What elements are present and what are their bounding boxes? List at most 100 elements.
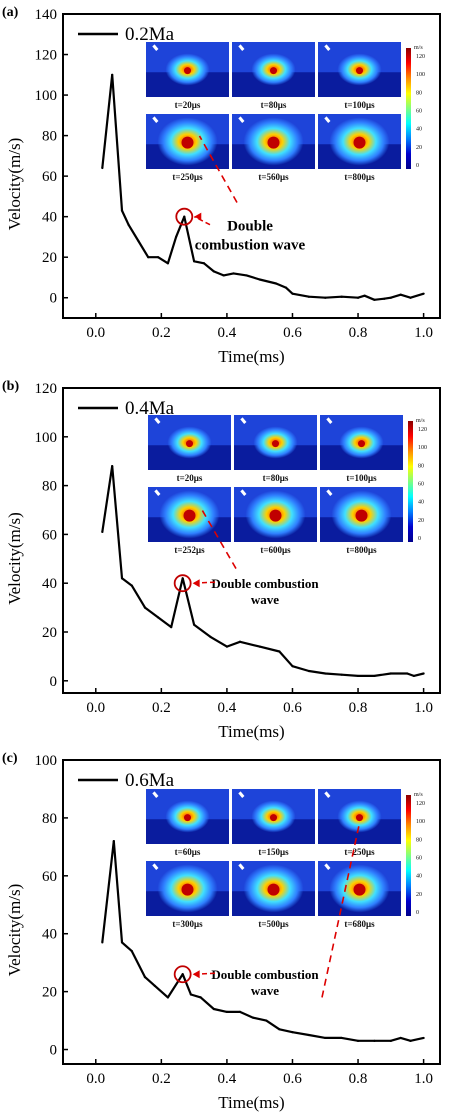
data-point [181, 973, 184, 976]
marker-icon [326, 417, 333, 424]
data-point [307, 295, 310, 298]
y-tick-label: 20 [42, 625, 57, 641]
data-point [389, 1039, 392, 1042]
data-point [212, 270, 215, 273]
data-point [183, 215, 186, 218]
x-tick-label: 1.0 [414, 325, 433, 341]
data-point [363, 294, 366, 297]
time-label: t=20μs [177, 473, 203, 483]
data-point [153, 984, 156, 987]
colorbar-unit: m/s [416, 418, 425, 424]
x-axis-label: Time(ms) [218, 1093, 284, 1112]
data-point [258, 645, 261, 648]
data-point [406, 672, 409, 675]
data-point [399, 293, 402, 296]
data-point [232, 272, 235, 275]
time-label: t=250μs [344, 847, 375, 857]
colorbar-tick-label: 120 [416, 801, 425, 807]
data-point [307, 1033, 310, 1037]
flame-core [184, 67, 191, 75]
colorbar-tick-label: 60 [416, 856, 422, 862]
plot-frame [62, 759, 441, 1065]
marker-icon [154, 489, 161, 496]
annotation-arrowhead [192, 970, 200, 979]
data-point [101, 941, 104, 944]
data-point [120, 577, 124, 580]
data-point [399, 1036, 402, 1040]
data-point [193, 260, 196, 263]
data-point [189, 993, 192, 996]
colorbar-tick-label: 60 [418, 482, 424, 488]
data-point [127, 223, 130, 226]
data-point [307, 669, 310, 673]
flame-core [272, 440, 279, 448]
marker-icon [152, 791, 159, 798]
colorbar [406, 795, 411, 916]
marker-icon [238, 116, 245, 123]
peak-marker-circle [173, 965, 192, 984]
data-point [166, 262, 170, 265]
colorbar-tick-label: 20 [416, 145, 422, 151]
colorbar-tick-label: 40 [416, 874, 422, 880]
inset-pointer-arrow [321, 822, 361, 998]
data-point [101, 166, 104, 170]
flame-core [267, 883, 280, 896]
y-tick-label: 80 [42, 479, 57, 495]
flame-core [270, 814, 277, 822]
data-point [238, 1010, 242, 1013]
data-point [356, 1039, 360, 1042]
plot-frame [62, 13, 441, 319]
chart-panel-2: t=20μs t=80μs t=100μs t=252μs t=600μs t=800μs… [2, 379, 441, 741]
data-point [291, 1031, 294, 1034]
y-tick-label: 100 [35, 88, 58, 104]
x-tick-label: 0.0 [86, 1071, 105, 1087]
x-tick-label: 0.4 [218, 700, 237, 716]
data-point [181, 577, 184, 580]
time-label: t=300μs [172, 919, 203, 929]
legend-label: 0.6Ma [125, 770, 175, 791]
y-tick-label: 60 [42, 169, 57, 185]
data-point [193, 623, 196, 626]
contour-inset: t=60μs t=150μs t=250μs t=300μs t=500μs t=680μ… [146, 789, 425, 929]
flame-core [186, 440, 193, 448]
y-tick-label: 40 [42, 927, 57, 943]
colorbar-tick-label: 20 [416, 892, 422, 898]
marker-icon [152, 863, 159, 870]
time-label: t=500μs [258, 919, 289, 929]
x-tick-label: 0.8 [349, 1071, 368, 1087]
colorbar-tick-label: 120 [418, 427, 427, 433]
time-label: t=80μs [261, 100, 287, 110]
chart-panel-1: t=20μs t=80μs t=100μs t=250μs t=560μs t=800μs… [2, 5, 441, 366]
colorbar-tick-label: 40 [418, 500, 424, 506]
series-line [101, 839, 424, 1042]
data-point [111, 464, 114, 468]
colorbar [406, 48, 411, 169]
marker-icon [238, 863, 245, 870]
series-line [101, 465, 424, 678]
data-point [147, 256, 150, 259]
data-point [130, 949, 133, 953]
colorbar-tick-label: 100 [416, 72, 425, 78]
data-point [166, 996, 170, 999]
annotation-line-1: Double combustion [211, 576, 319, 591]
data-point [199, 996, 202, 999]
data-point [422, 1036, 425, 1040]
y-tick-label: 20 [42, 250, 57, 266]
y-axis-label: Velocity(m/s) [5, 512, 24, 605]
annotation-arrow [193, 215, 211, 226]
marker-icon [154, 417, 161, 424]
data-point [340, 1036, 343, 1040]
colorbar-tick-label: 80 [418, 463, 424, 469]
annotation-arrowhead [194, 212, 202, 221]
x-tick-label: 0.4 [218, 325, 237, 341]
flame-core [181, 883, 194, 896]
colorbar-tick-label: 120 [416, 54, 425, 60]
colorbar-unit: m/s [414, 45, 423, 51]
annotation-line-1: Double [227, 219, 273, 235]
x-tick-label: 0.2 [152, 1071, 171, 1087]
colorbar-tick-label: 20 [418, 518, 424, 524]
y-tick-label: 40 [42, 210, 57, 226]
data-point [409, 1039, 412, 1042]
data-point [112, 839, 115, 843]
x-tick-label: 0.6 [283, 700, 302, 716]
